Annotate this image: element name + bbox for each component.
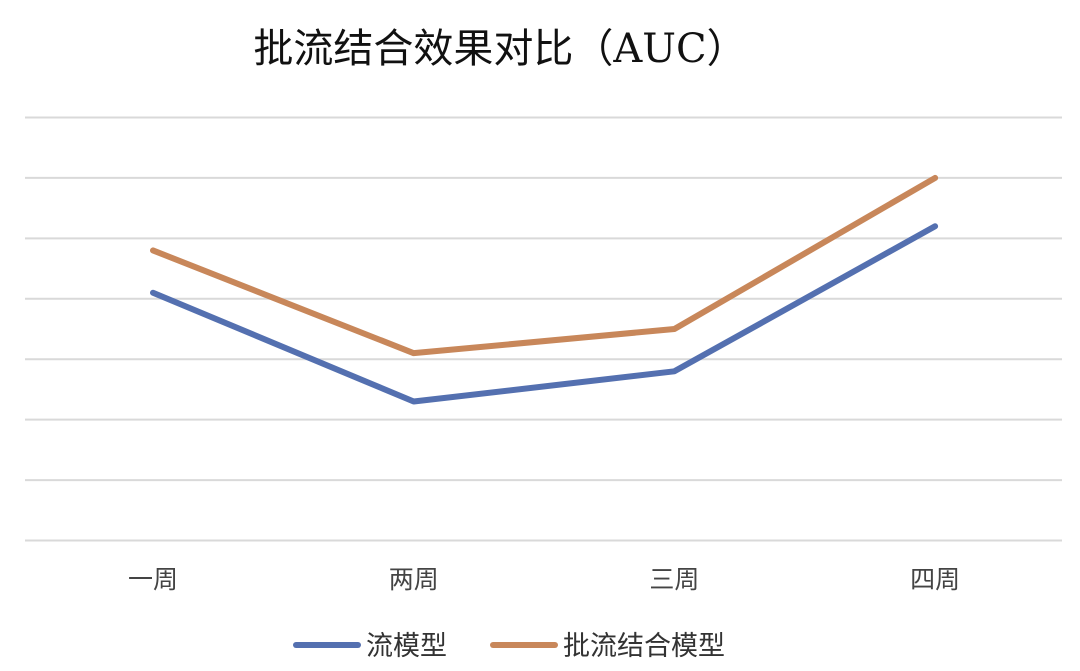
chart-title: 批流结合效果对比（AUC） — [253, 26, 746, 72]
legend: 流模型 批流结合模型 — [293, 631, 725, 662]
series-lines — [150, 174, 939, 405]
gridlines — [25, 116, 1062, 542]
x-tick-label: 一周 — [128, 565, 178, 594]
series-line-1 — [150, 223, 939, 405]
legend-label-1: 流模型 — [366, 631, 447, 662]
x-axis-tick-labels: 一周 两周 三周 四周 — [128, 565, 960, 594]
x-tick-label: 三周 — [649, 565, 699, 594]
series-line-2 — [150, 174, 939, 357]
x-tick-label: 两周 — [389, 565, 439, 594]
x-tick-label: 四周 — [910, 565, 960, 594]
legend-label-2: 批流结合模型 — [563, 631, 725, 662]
